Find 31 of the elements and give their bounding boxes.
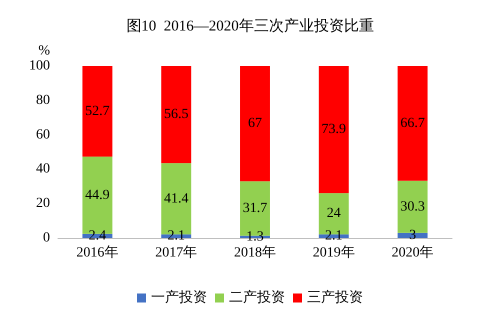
data-label: 24 — [326, 206, 341, 222]
data-label: 52.7 — [85, 104, 110, 119]
y-axis-title: % — [38, 44, 50, 58]
data-label: 31.7 — [242, 201, 268, 216]
data-label: 30.3 — [400, 199, 425, 214]
y-tick-label: 40 — [36, 162, 50, 177]
x-tick-label: 2017年 — [155, 244, 198, 260]
data-label: 44.9 — [85, 188, 110, 203]
bar — [398, 66, 428, 181]
x-tick-label: 2016年 — [76, 244, 118, 260]
x-tick-label: 2018年 — [234, 244, 276, 260]
y-tick-label: 60 — [36, 127, 50, 142]
data-label: 67 — [248, 116, 262, 132]
data-label: 56.5 — [164, 107, 188, 122]
bar — [161, 66, 192, 164]
x-tick-label: 2020年 — [392, 244, 434, 260]
legend-label: 一产投资 — [151, 290, 207, 306]
data-label: 41.4 — [164, 191, 188, 206]
chart-title: 图10 2016—2020年三次产业投资比重 — [126, 18, 374, 34]
y-tick-label: 80 — [36, 92, 50, 108]
data-label: 66.7 — [400, 116, 425, 131]
x-tick-label: 2019年 — [312, 244, 355, 260]
data-label: 73.9 — [322, 122, 346, 138]
bar — [82, 66, 112, 157]
legend-label: 三产投资 — [307, 290, 363, 306]
bar — [318, 66, 349, 194]
y-tick-label: 0 — [43, 230, 50, 246]
y-tick-label: 100 — [29, 58, 50, 74]
bar — [240, 66, 270, 182]
y-tick-label: 20 — [36, 196, 50, 212]
legend-label: 二产投资 — [229, 290, 285, 306]
